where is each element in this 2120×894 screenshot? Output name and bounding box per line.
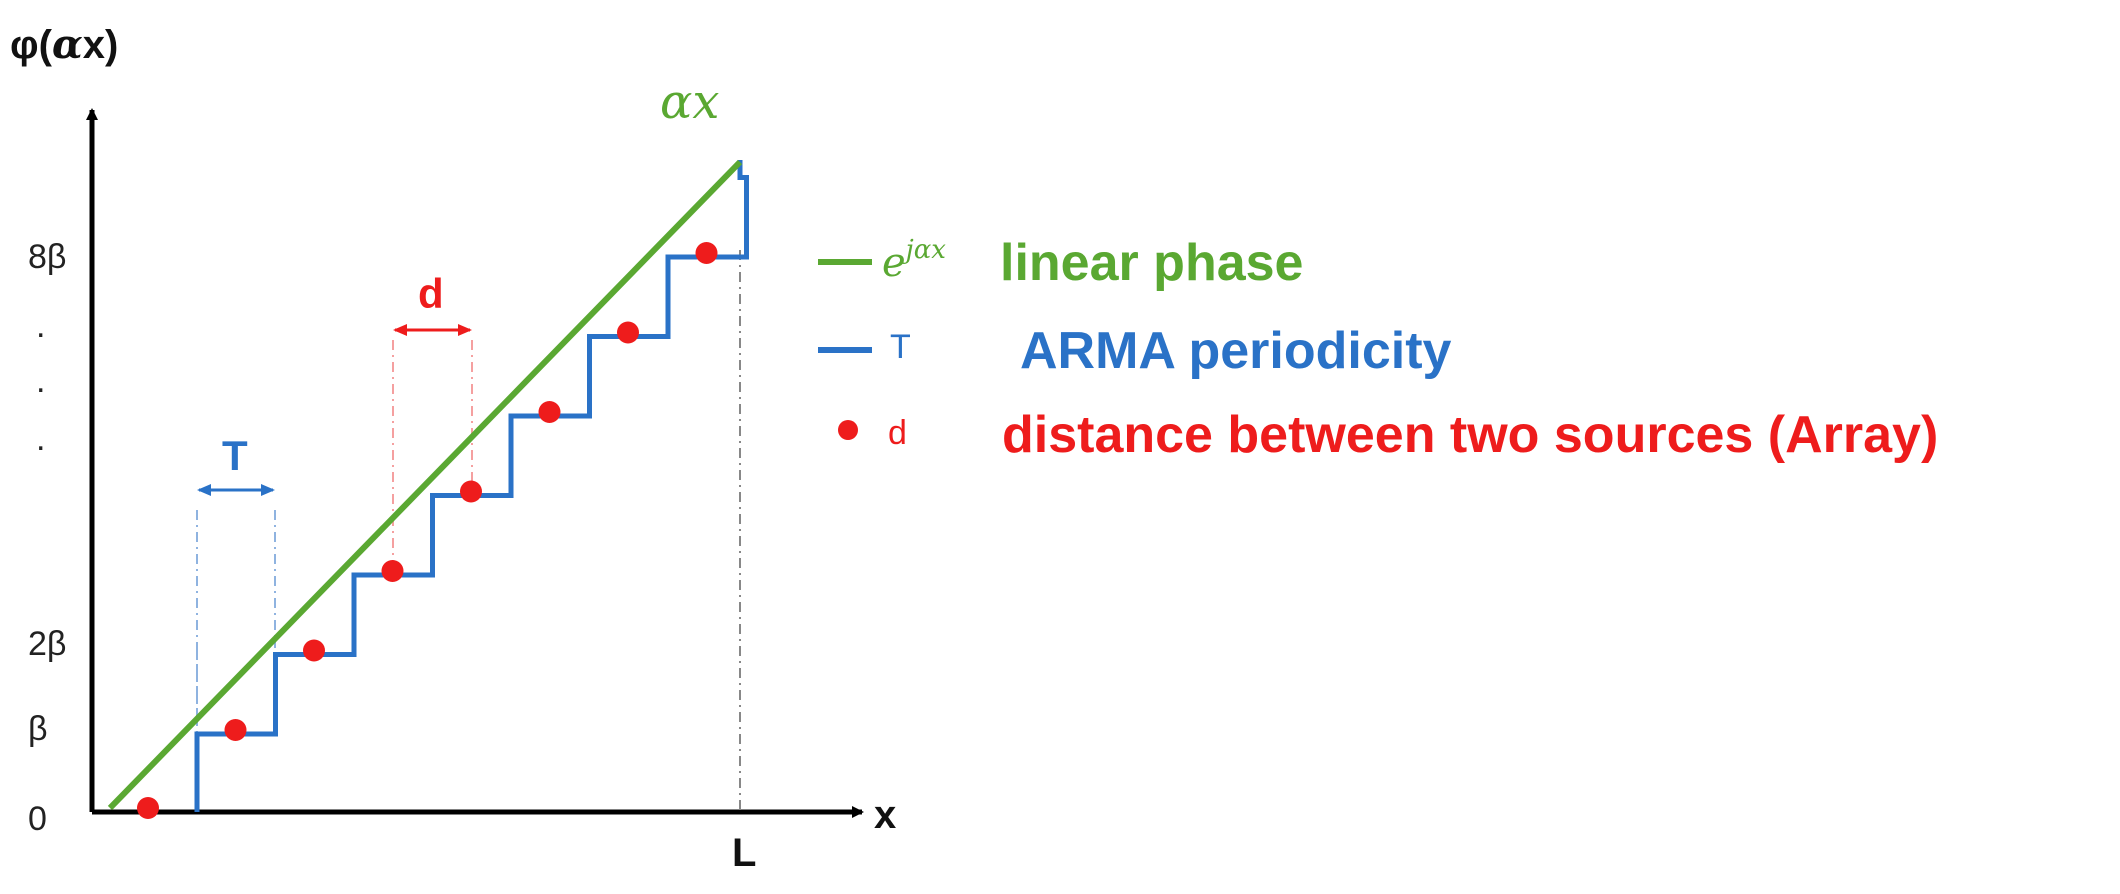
y-tick-label-1: β [28,710,48,748]
dim-d-label: d [418,270,444,317]
legend-green-symbol: ejαx [882,235,946,286]
source-point-2 [303,639,325,662]
legend: ejαx linear phase T ARMA periodicity d d… [818,234,1938,464]
x-axis-label: x [874,793,896,837]
x-end-label: L [732,831,756,875]
linear-phase-series [107,159,743,811]
chart-marks [107,159,749,819]
y-axis-label: φ(αx) [10,21,118,68]
y-ellipsis-dot-2: . [36,362,45,400]
source-point-3 [381,560,404,582]
legend-blue-symbol: T [890,328,911,366]
source-point-0 [137,797,159,819]
legend-blue-text: ARMA periodicity [1020,322,1452,380]
source-point-7 [695,242,718,264]
dim-T-label: T [222,432,248,479]
legend-red-text: distance between two sources (Array) [1002,406,1938,464]
legend-red-swatch [838,420,858,440]
legend-red-symbol: d [888,414,907,452]
y-tick-label-0: 0 [28,800,47,838]
source-point-1 [224,719,247,741]
y-ellipsis-dot-1: . [36,307,45,345]
source-point-6 [617,321,639,344]
y-tick-labels: 0 β 2β 8β [28,238,66,838]
line-label: αx [660,74,719,130]
y-tick-label-3: 8β [28,238,66,276]
source-point-5 [538,401,561,423]
staircase-series [194,160,749,812]
legend-green-text: linear phase [1000,234,1303,292]
y-ellipsis-dot-3: . [36,420,45,458]
y-tick-label-2: 2β [28,625,66,663]
source-point-4 [460,480,482,503]
